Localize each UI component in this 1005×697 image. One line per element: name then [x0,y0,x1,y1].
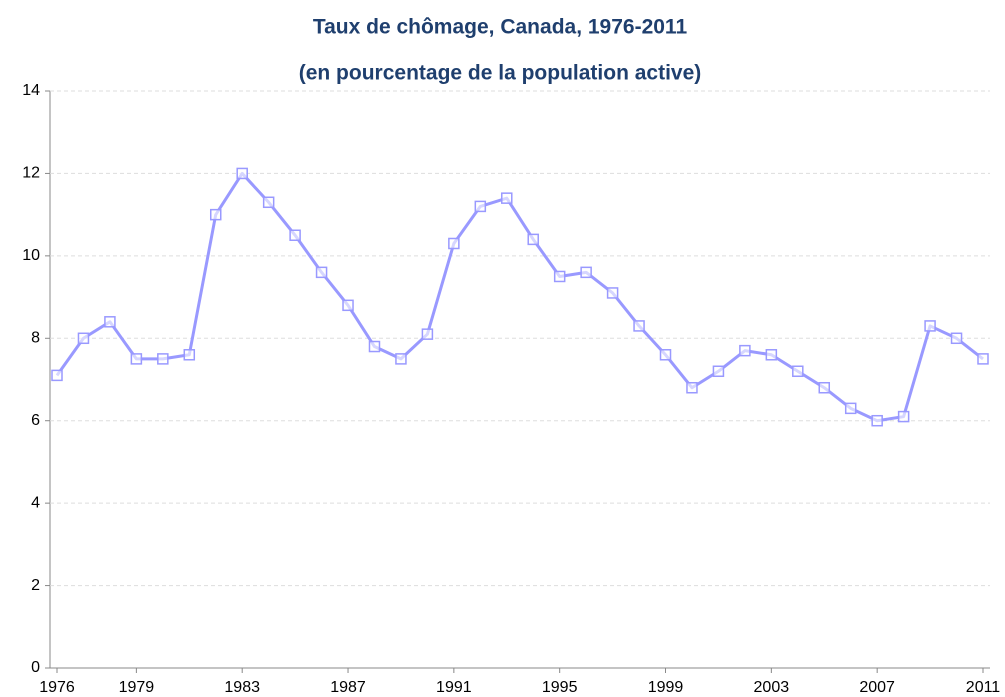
point-marker [739,344,751,357]
y-tick-label: 6 [31,412,40,429]
x-tick-label: 1987 [330,679,366,696]
point-marker [342,299,354,312]
point-marker [77,332,90,345]
point-marker [421,328,434,340]
point-marker [474,200,487,213]
point-marker [792,365,804,378]
point-marker [209,208,222,221]
series-line [55,171,984,423]
point-marker [897,410,910,423]
x-tick-label: 2003 [754,679,790,696]
x-tick-label: 2007 [859,679,895,696]
point-marker [501,192,513,204]
point-marker [844,402,857,415]
point-marker [580,266,592,279]
point-marker [236,167,248,180]
point-marker [130,353,143,365]
x-tick-label: 1983 [224,679,260,696]
x-tick-label: 1976 [39,679,75,696]
point-marker [659,349,672,361]
point-marker [51,369,63,382]
point-marker [977,353,989,365]
chart-subtitle: (en pourcentage de la population active) [299,62,702,85]
y-tick-label: 14 [22,82,40,99]
point-marker [262,196,275,209]
point-marker [633,320,645,332]
point-marker [553,270,566,283]
point-marker [395,353,407,365]
x-tick-label: 2011 [966,679,1001,696]
x-tick-label: 1999 [648,679,684,696]
point-marker [950,332,963,345]
point-marker [157,353,169,365]
point-marker [527,233,539,246]
point-marker [712,365,725,378]
point-marker [315,266,328,279]
point-marker [368,340,381,353]
chart-title: Taux de chômage, Canada, 1976-2011 [313,16,688,39]
y-tick-label: 0 [31,659,40,676]
y-tick-label: 2 [31,577,40,594]
point-marker [606,287,619,299]
y-tick-label: 4 [31,494,40,511]
point-marker [765,349,778,361]
point-marker [924,320,936,332]
y-tick-label: 8 [31,330,40,347]
point-marker [104,316,116,328]
point-marker [289,229,301,241]
point-marker [448,237,460,250]
point-marker [686,381,698,394]
point-marker [818,381,831,394]
y-tick-label: 12 [22,165,40,182]
point-marker [183,349,196,361]
y-tick-label: 10 [22,247,40,264]
x-tick-label: 1991 [436,679,472,696]
x-tick-label: 1995 [542,679,578,696]
x-tick-label: 1979 [119,679,155,696]
point-marker [871,414,883,427]
